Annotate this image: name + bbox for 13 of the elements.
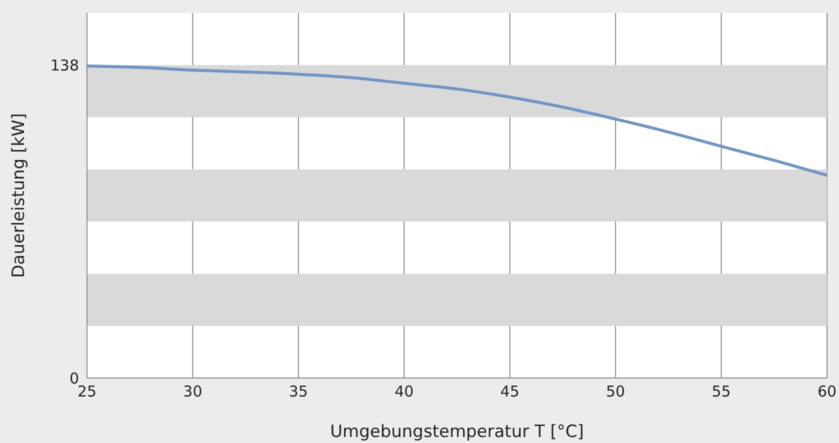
- x-axis-title: Umgebungstemperatur T [°C]: [330, 422, 584, 442]
- x-tick-label: 25: [77, 382, 97, 401]
- x-tick-label: 35: [288, 382, 308, 401]
- x-tick-label: 60: [817, 382, 837, 401]
- y-tick-label: 0: [69, 369, 79, 388]
- x-tick-label: 50: [606, 382, 626, 401]
- y-tick-label: 138: [50, 56, 79, 74]
- x-tick-label: 40: [394, 382, 414, 401]
- line-series: [87, 64, 827, 177]
- y-axis-title: Dauerleistung [kW]: [9, 113, 30, 278]
- x-tick-label: 30: [183, 382, 202, 401]
- x-tick-label: 45: [500, 382, 520, 401]
- x-tick-label: 55: [712, 382, 731, 401]
